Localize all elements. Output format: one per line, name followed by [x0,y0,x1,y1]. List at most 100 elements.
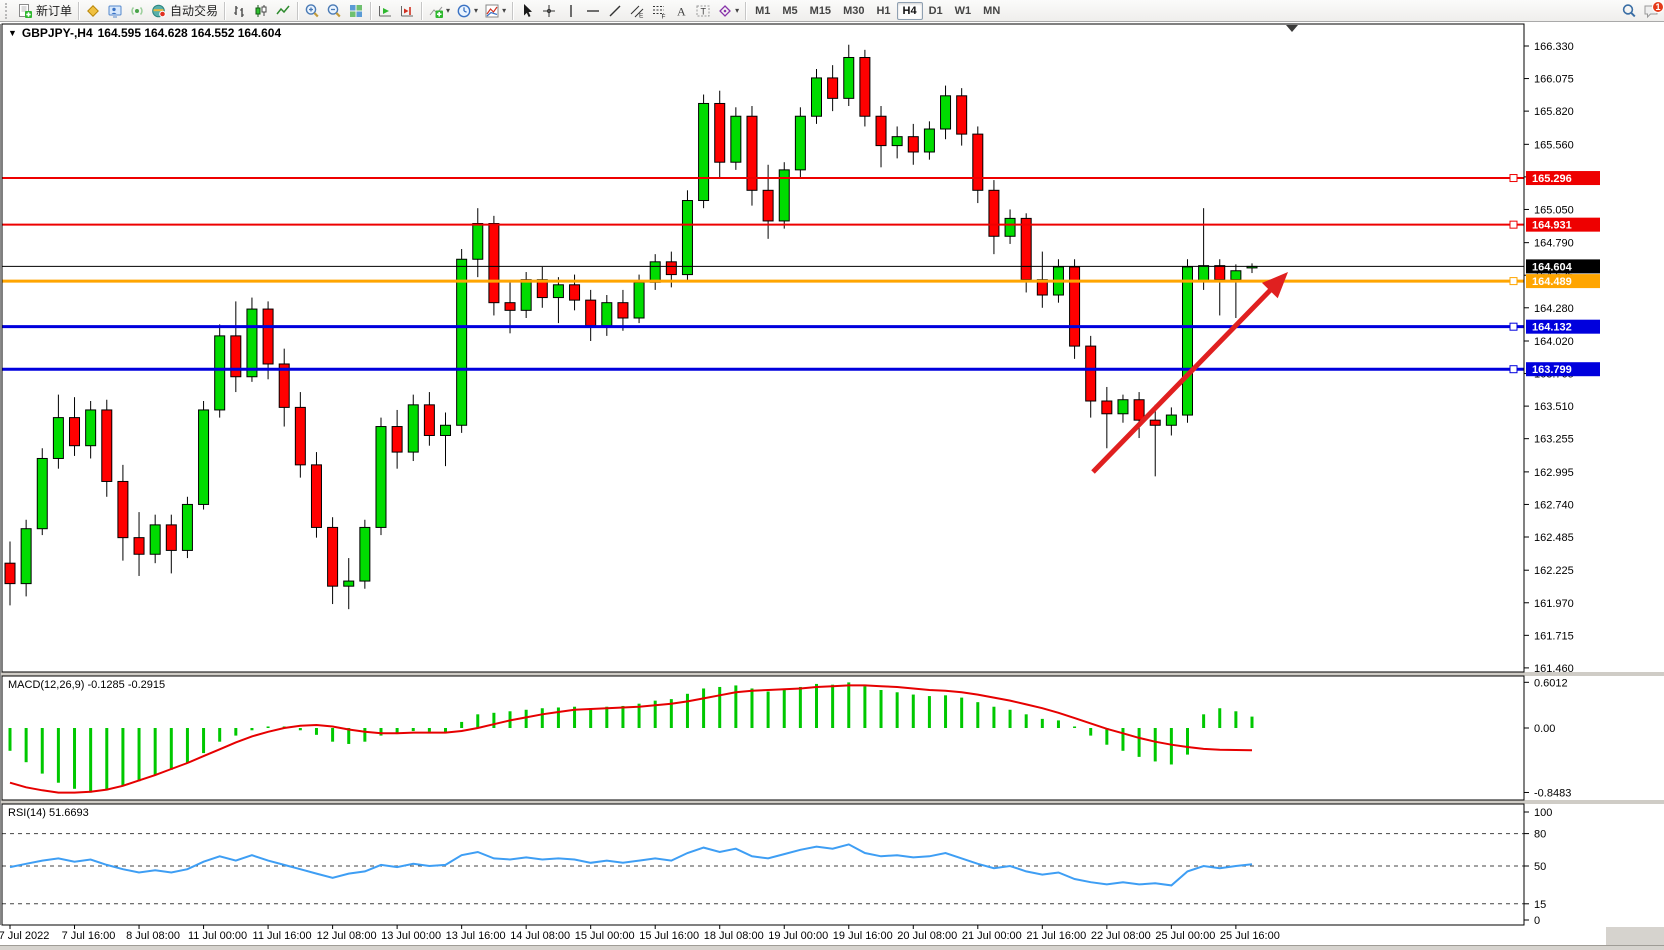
timeframe-m15-button[interactable]: M15 [809,4,832,17]
line-handle[interactable] [1509,365,1518,374]
candle-body [1214,265,1226,281]
candle-body [988,189,1000,237]
timeframe-m30-button[interactable]: M30 [843,4,865,17]
chart-shift-marker-icon[interactable] [1286,25,1298,32]
tile-windows-button[interactable] [345,1,367,21]
market-button[interactable] [82,1,104,21]
main-toolbar: 新订单 自动交易 ▾ ▾ ▾ E F A T ▾ M1 M5 M15 M30 H1 H4 D1 W1 MN 1 [0,0,1664,22]
text-button[interactable]: A [670,1,692,21]
candle-body [278,363,290,408]
candle-body [230,335,242,378]
dropdown-arrow-icon[interactable]: ▾ [446,6,451,15]
autotrade-button[interactable]: 自动交易 [148,1,221,21]
templates-button[interactable]: ▾ [481,1,509,21]
svg-text:15 Jul 00:00: 15 Jul 00:00 [575,930,635,942]
candle-body [907,136,919,153]
equidistant-channel-button[interactable]: E [626,1,648,21]
line-handle[interactable] [1509,174,1518,183]
zoom-in-button[interactable] [301,1,323,21]
text-label-icon: T [696,5,710,16]
bar-chart-button[interactable] [228,1,250,21]
timeframe-h4-button[interactable]: H4 [896,1,923,20]
add-indicator-button[interactable]: ▾ [425,1,453,21]
timeframe-m5-button[interactable]: M5 [782,4,798,17]
candle-body [681,200,693,276]
timeframe-d1-button[interactable]: D1 [928,4,943,17]
price-axis[interactable]: 166.330166.075165.820165.560165.305165.0… [1524,41,1574,675]
toolbar-drag-handle[interactable] [5,2,11,19]
timeframe-w1-button[interactable]: W1 [954,4,972,17]
dropdown-arrow-icon[interactable]: ▾ [502,6,507,15]
vps-button[interactable] [126,1,148,21]
svg-text:162.485: 162.485 [1534,532,1574,544]
candle-body [20,528,32,585]
candle-body [294,406,306,466]
candle-body [1020,217,1032,281]
periods-button[interactable]: ▾ [453,1,481,21]
timeframe-h1-button[interactable]: H1 [876,4,891,17]
svg-text:0.00: 0.00 [1534,723,1555,735]
toolbar-separator [78,1,80,20]
candle-body [375,426,387,528]
candle-chart-button[interactable] [250,1,272,21]
line-chart-button[interactable] [272,1,294,21]
dropdown-arrow-icon[interactable]: ▾ [735,6,740,15]
svg-text:19 Jul 00:00: 19 Jul 00:00 [768,930,828,942]
candle-body [1198,265,1210,282]
candle-body [117,480,129,539]
svg-text:11 Jul 16:00: 11 Jul 16:00 [253,930,312,942]
autotrade-icon [152,4,166,17]
signals-button[interactable] [104,1,126,21]
auto-scroll-button[interactable] [374,1,396,21]
chart-canvas[interactable]: 166.330166.075165.820165.560165.305165.0… [0,22,1664,950]
trendline-button[interactable] [604,1,626,21]
notifications-button[interactable]: 1 [1640,0,1664,21]
svg-text:25 Jul 00:00: 25 Jul 00:00 [1155,930,1215,942]
svg-text:20 Jul 08:00: 20 Jul 08:00 [897,930,957,942]
svg-text:-0.8483: -0.8483 [1534,787,1571,799]
pane-frames [0,23,1525,926]
text-label-button[interactable]: T [692,1,714,21]
svg-text:E: E [639,12,644,19]
rsi-level-lines [2,833,1524,905]
trend-arrow-annotation[interactable] [1091,272,1288,474]
new-order-button[interactable]: 新订单 [14,1,75,21]
candle-body [1165,414,1177,426]
svg-text:166.075: 166.075 [1534,74,1574,86]
candle-body [165,524,177,551]
line-chart-icon [276,5,290,14]
chart-shift-button[interactable] [396,1,418,21]
time-axis[interactable]: 7 Jul 2022 7 Jul 16:00 8 Jul 08:00 11 Jul 0… [0,925,1280,942]
svg-text:21 Jul 00:00: 21 Jul 00:00 [962,930,1022,942]
horizontal-line-button[interactable] [582,1,604,21]
zoom-out-button[interactable] [323,1,345,21]
candle-body [440,424,452,436]
templates-icon [485,4,499,17]
svg-text:165.296: 165.296 [1532,173,1572,185]
svg-text:162.995: 162.995 [1534,467,1574,479]
candle-body [633,281,645,319]
toolbar-separator [512,1,514,20]
fibonacci-button[interactable]: F [648,1,670,21]
crosshair-button[interactable] [538,1,560,21]
dropdown-arrow-icon[interactable]: ▾ [474,6,479,15]
search-symbol-button[interactable] [1618,1,1640,21]
candle-body [891,136,903,147]
line-handle[interactable] [1509,322,1518,331]
arrows-button[interactable]: ▾ [714,1,742,21]
timeframe-m1-button[interactable]: M1 [755,4,771,17]
timeframe-mn-button[interactable]: MN [983,4,1001,17]
line-handle[interactable] [1509,277,1518,286]
cursor-button[interactable] [516,1,538,21]
candle-body [504,302,516,311]
rsi-axis: 100 80 50 15 0 [1524,807,1552,927]
search-icon [1622,3,1636,17]
chart-window[interactable]: 166.330166.075165.820165.560165.305165.0… [0,22,1664,950]
candle-body [569,284,581,301]
line-handle[interactable] [1509,220,1518,229]
chart-menu-triangle-icon[interactable]: ▼ [8,28,17,38]
candle-body [262,308,274,365]
zoom-out-icon [327,3,341,17]
svg-text:164.790: 164.790 [1534,238,1574,250]
vertical-line-button[interactable] [560,1,582,21]
